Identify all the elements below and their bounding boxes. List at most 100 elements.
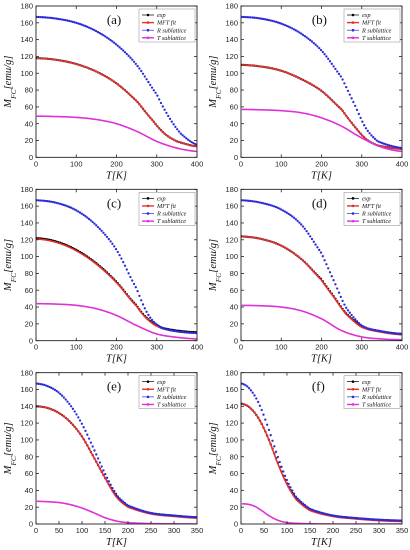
legend-label: T sublattice xyxy=(157,35,186,42)
point-r-sublattice xyxy=(113,490,116,493)
point-r-sublattice xyxy=(150,318,154,322)
point-r-sublattice xyxy=(366,327,369,330)
point-r-sublattice xyxy=(345,516,348,519)
point-r-sublattice xyxy=(339,295,342,298)
point-r-sublattice xyxy=(384,518,387,522)
point-r-sublattice xyxy=(318,47,321,50)
x-tick-label: 300 xyxy=(355,159,368,168)
point-r-sublattice xyxy=(258,404,262,407)
point-r-sublattice xyxy=(73,21,76,24)
point-r-sublattice xyxy=(122,500,125,503)
point-r-sublattice xyxy=(68,402,71,406)
point-r-sublattice xyxy=(370,134,373,137)
point-r-sublattice xyxy=(161,105,164,108)
point-r-sublattice xyxy=(247,199,251,202)
point-r-sublattice xyxy=(346,309,350,312)
point-r-sublattice xyxy=(391,145,395,148)
point-r-sublattice xyxy=(283,210,287,213)
point-r-sublattice xyxy=(247,16,251,19)
point-r-sublattice xyxy=(377,329,380,332)
point-r-sublattice xyxy=(355,517,359,520)
legend-label: T sublattice xyxy=(362,35,391,42)
point-r-sublattice xyxy=(141,509,145,513)
point-r-sublattice xyxy=(62,396,66,399)
point-r-sublattice xyxy=(377,518,380,521)
point-r-sublattice xyxy=(305,505,308,508)
point-r-sublattice xyxy=(165,513,168,517)
point-r-sublattice xyxy=(309,235,312,238)
point-r-sublattice xyxy=(352,100,355,104)
point-r-sublattice xyxy=(156,513,159,516)
point-r-sublattice xyxy=(69,206,73,209)
point-r-sublattice xyxy=(316,246,319,249)
point-r-sublattice xyxy=(314,509,317,513)
y-tick-label: 60 xyxy=(230,102,238,111)
point-r-sublattice xyxy=(185,331,188,334)
point-r-sublattice xyxy=(134,507,138,510)
y-tick-label: 60 xyxy=(25,469,33,478)
series-line-t-sublattice xyxy=(36,302,197,340)
point-r-sublattice xyxy=(158,98,161,101)
point-r-sublattice xyxy=(104,35,107,38)
x-tick-label: 100 xyxy=(70,159,83,168)
point-r-sublattice xyxy=(120,47,123,51)
point-r-sublattice xyxy=(370,328,373,331)
x-tick-label: 300 xyxy=(150,159,163,168)
point-r-sublattice xyxy=(359,517,362,520)
point-r-sublattice xyxy=(131,58,134,61)
point-r-sublattice xyxy=(87,26,91,29)
panel-d: 0 100 200 300 400 0 20 40 60 80 100 120 140 160 180 T[K… xyxy=(208,185,408,365)
series-group xyxy=(241,15,402,153)
legend-label: exp xyxy=(362,195,371,202)
point-r-sublattice xyxy=(274,450,278,453)
point-r-sublattice xyxy=(41,383,44,386)
point-r-sublattice xyxy=(382,330,386,333)
point-r-sublattice xyxy=(325,263,328,266)
point-r-sublattice xyxy=(149,83,152,87)
point-r-sublattice xyxy=(260,17,263,20)
point-r-sublattice xyxy=(91,445,94,448)
panel-e: 0 50 100 150 200 250 300 350 0 20 40 60 80 100 120 140 1… xyxy=(3,368,203,548)
x-tick-label: 100 xyxy=(70,343,83,352)
point-r-sublattice xyxy=(291,215,294,218)
point-r-sublattice xyxy=(316,510,319,513)
point-r-sublattice xyxy=(287,212,290,216)
legend-marker xyxy=(146,197,150,200)
point-r-sublattice xyxy=(287,482,290,485)
point-r-sublattice xyxy=(271,439,274,442)
point-r-sublattice xyxy=(161,513,164,516)
x-tick-label: 50 xyxy=(55,526,63,535)
y-tick-label: 60 xyxy=(230,286,238,295)
point-r-sublattice xyxy=(53,201,56,204)
point-r-sublattice xyxy=(251,16,254,19)
point-r-sublattice xyxy=(363,124,366,127)
y-axis-label: MFC[emu/g] xyxy=(208,422,223,475)
point-r-sublattice xyxy=(134,286,137,289)
point-r-sublattice xyxy=(346,89,350,93)
y-tick-label: 160 xyxy=(20,18,33,27)
point-r-sublattice xyxy=(256,400,260,404)
point-r-sublattice xyxy=(372,328,375,331)
point-r-sublattice xyxy=(104,233,107,236)
plot-frame xyxy=(240,372,403,525)
y-tick-label: 80 xyxy=(230,86,238,95)
point-r-sublattice xyxy=(39,382,42,386)
point-r-sublattice xyxy=(149,316,152,319)
point-r-sublattice xyxy=(174,125,177,129)
point-r-sublattice xyxy=(138,508,141,511)
point-r-sublattice xyxy=(95,453,98,456)
point-r-sublattice xyxy=(192,515,195,519)
point-r-sublattice xyxy=(190,515,193,519)
point-r-sublattice xyxy=(113,41,116,44)
point-r-sublattice xyxy=(393,145,396,148)
point-r-sublattice xyxy=(78,211,82,214)
x-tick-label: 0 xyxy=(34,343,38,352)
y-tick-label: 180 xyxy=(20,2,33,11)
point-r-sublattice xyxy=(51,200,55,204)
series-group xyxy=(36,199,197,340)
point-r-sublattice xyxy=(96,457,100,460)
point-r-sublattice xyxy=(399,332,402,335)
point-r-sublattice xyxy=(39,199,42,202)
point-r-sublattice xyxy=(310,40,314,43)
point-r-sublattice xyxy=(176,128,179,131)
